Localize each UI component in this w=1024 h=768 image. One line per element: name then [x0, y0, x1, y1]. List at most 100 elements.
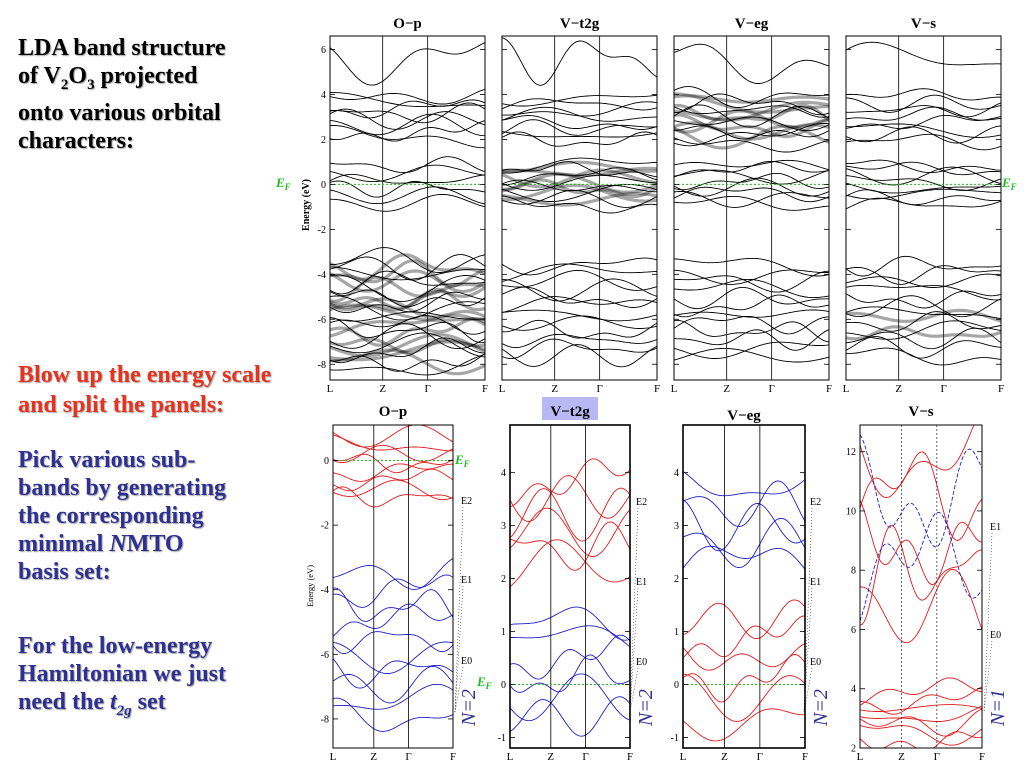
k-point-label: Γ [757, 751, 763, 763]
y-tick-label: -6 [318, 315, 326, 326]
panel-title: O−p [379, 404, 408, 420]
y-tick-label: -1 [671, 733, 679, 744]
pick-subbands-text: Pick various sub- bands by generating th… [18, 447, 227, 585]
e-label-e2: E2 [810, 497, 821, 508]
k-point-label: F [654, 383, 660, 395]
y-tick-label: -1 [498, 733, 506, 744]
k-point-label: L [671, 383, 678, 395]
k-point-label: Z [898, 751, 905, 763]
e-label-e0: E0 [461, 656, 472, 667]
bottom-panel-1: 4 3 2 1 0 -1L Z Γ F V−t2g E2 E1 E0 N=2 [498, 397, 657, 763]
bottom-bands-1 [510, 458, 630, 737]
top-bands-0 [330, 42, 485, 376]
e-label-e0: E0 [636, 657, 647, 668]
k-point-label: F [979, 751, 985, 763]
e-label-e1: E1 [636, 577, 647, 588]
y-tick-label: 1 [674, 627, 679, 638]
k-point-label: F [802, 751, 808, 763]
fermi-level-label: EF [1001, 175, 1017, 192]
y-tick-label: 2 [321, 135, 326, 146]
y-tick-label: 4 [501, 468, 506, 479]
y-tick-label: -8 [321, 714, 329, 725]
k-point-label: Γ [934, 751, 940, 763]
k-point-label: F [450, 751, 456, 763]
panel-title: V−eg [727, 408, 761, 424]
y-tick-label: -2 [318, 225, 326, 236]
y-tick-label: 12 [846, 447, 856, 458]
k-point-label: F [826, 383, 832, 395]
bottom-panel-0: 0 -2 -4 -6 -8 L Z Γ F O−p E2 E1 E0 N=2 Energy (eV) [305, 404, 480, 763]
top-panel-1: L Z Γ F V−t2g [499, 16, 660, 395]
e-label-e2: E2 [461, 496, 472, 507]
y-tick-label: -4 [321, 585, 329, 596]
k-point-label: Z [721, 751, 728, 763]
y-tick-label: 0 [674, 680, 679, 691]
basis-size-label: N=2 [635, 689, 657, 727]
y-tick-label: 1 [501, 627, 506, 638]
panel-title: V−t2g [550, 404, 590, 420]
panel-title: V−eg [735, 16, 769, 32]
bottom-bands-0 [333, 425, 453, 732]
k-point-label: Z [370, 751, 377, 763]
k-point-label: F [627, 751, 633, 763]
blowup-heading: Blow up the energy scale and split the p… [18, 362, 272, 418]
e-label-e1: E1 [461, 575, 472, 586]
y-tick-label: 3 [674, 521, 679, 532]
fermi-level-label: EF [476, 674, 492, 691]
y-tick-label: 3 [501, 521, 506, 532]
y-tick-label: 0 [324, 456, 329, 467]
y-tick-label: 0 [501, 680, 506, 691]
k-point-label: F [482, 383, 488, 395]
panel-title: V−s [911, 16, 936, 32]
low-energy-text: For the low-energy Hamiltonian we just n… [18, 633, 227, 719]
bottom-bands-2 [683, 471, 805, 742]
k-point-label: L [843, 383, 850, 395]
y-tick-label: -6 [321, 650, 329, 661]
k-point-label: L [507, 751, 514, 763]
k-point-label: Z [895, 383, 902, 395]
fermi-level-label: EF [454, 452, 470, 469]
basis-size-label: N=1 [987, 689, 1009, 727]
y-tick-label: 4 [851, 684, 856, 695]
panel-title: O−p [393, 16, 422, 32]
k-point-label: Γ [596, 383, 602, 395]
k-point-label: Γ [582, 751, 588, 763]
y-tick-label: 2 [851, 744, 856, 755]
e-label-e2: E2 [636, 497, 647, 508]
y-tick-label: 4 [674, 468, 679, 479]
top-bands-1 [502, 37, 657, 368]
fermi-level-label: EF [275, 175, 291, 192]
k-point-label: Γ [768, 383, 774, 395]
panel-title: V−t2g [560, 16, 600, 32]
k-point-label: Z [547, 751, 554, 763]
y-tick-label: -8 [318, 360, 326, 371]
k-point-label: Γ [405, 751, 411, 763]
bottom-panel-3: 12 10 8 6 4 2L Z Γ F V−s E1 E0 N=1 [846, 404, 1009, 763]
y-tick-label: 2 [674, 574, 679, 585]
k-point-label: F [998, 383, 1004, 395]
top-panel-0: 6 4 2 0 -2 -4 -6 -8 L Z Γ F O−p Energy (eV) [301, 16, 488, 395]
y-tick-label: -2 [321, 521, 329, 532]
e-label-e1: E1 [990, 522, 1001, 533]
k-point-label: L [327, 383, 334, 395]
y-tick-label: 2 [501, 574, 506, 585]
top-panel-2: L Z Γ F V−eg [671, 16, 832, 395]
y-tick-label: -4 [318, 270, 326, 281]
basis-size-label: N=2 [810, 689, 832, 727]
basis-size-label: N=2 [458, 689, 480, 727]
top-panel-3: L Z Γ F V−s [843, 16, 1004, 395]
y-tick-label: 4 [321, 90, 326, 101]
y-tick-label: 6 [321, 45, 326, 56]
k-point-label: Z [551, 383, 558, 395]
k-point-label: L [680, 751, 687, 763]
k-point-label: Z [723, 383, 730, 395]
y-axis-label: Energy (eV) [301, 179, 312, 231]
e-label-e0: E0 [810, 657, 821, 668]
top-bands-2 [674, 43, 829, 363]
bottom-panel-2: 4 3 2 1 0 -1L Z Γ F V−eg E2 E1 E0 N=2 [671, 408, 832, 763]
k-point-label: Γ [940, 383, 946, 395]
k-point-label: L [857, 751, 864, 763]
bottom-bands-3 [860, 425, 982, 748]
slide-title: LDA band structure of V2O3 projected ont… [18, 35, 226, 154]
y-tick-label: 6 [851, 625, 856, 636]
